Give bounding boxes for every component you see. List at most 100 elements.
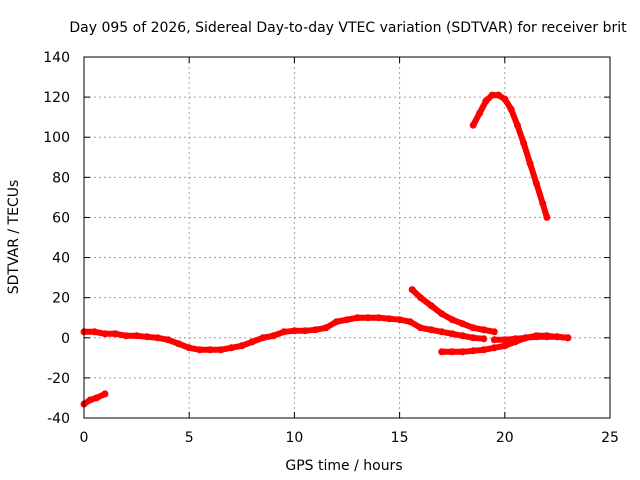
y-axis-label: SDTVAR / TECUs — [6, 180, 22, 295]
data-point — [91, 328, 98, 336]
data-point — [511, 335, 519, 343]
data-point — [408, 286, 416, 294]
data-point — [86, 396, 94, 404]
y-tick-label: 100 — [43, 130, 70, 146]
data-point — [438, 348, 446, 356]
data-point — [501, 336, 509, 344]
data-point — [543, 333, 551, 341]
data-point — [427, 326, 435, 334]
data-point — [543, 213, 551, 221]
data-point — [501, 95, 509, 103]
data-point — [343, 316, 351, 324]
data-point — [482, 97, 490, 105]
data-point — [476, 109, 484, 117]
data-point — [520, 139, 528, 147]
data-point — [143, 333, 151, 341]
x-tick-label: 5 — [185, 430, 194, 446]
data-point — [206, 346, 214, 354]
data-point — [333, 318, 340, 326]
data-point — [311, 326, 319, 334]
y-tick-label: 120 — [43, 90, 70, 106]
data-point — [480, 326, 488, 334]
data-point — [364, 314, 372, 322]
data-point — [93, 394, 101, 402]
data-point — [490, 328, 498, 336]
data-point — [196, 346, 204, 354]
data-point — [532, 179, 540, 187]
y-tick-label: 80 — [52, 170, 70, 186]
data-point — [248, 338, 256, 346]
data-point — [101, 330, 109, 338]
data-point — [469, 121, 477, 129]
data-point — [459, 320, 467, 328]
data-point — [513, 121, 521, 129]
y-tick-label: 20 — [52, 291, 70, 307]
data-point — [322, 324, 330, 332]
data-point — [101, 390, 109, 398]
data-point — [459, 332, 467, 340]
data-point — [438, 310, 446, 318]
x-tick-label: 20 — [496, 430, 514, 446]
data-point — [175, 340, 183, 348]
data-point — [133, 332, 141, 340]
y-tick-label: -40 — [47, 411, 70, 427]
data-point — [459, 348, 467, 356]
data-point — [427, 302, 435, 310]
data-point — [406, 318, 414, 326]
data-point — [375, 314, 383, 322]
data-point — [553, 333, 561, 341]
data-point — [480, 346, 488, 354]
data-point — [448, 316, 456, 324]
data-point — [490, 336, 498, 344]
data-point — [112, 330, 120, 338]
y-tick-label: 0 — [61, 331, 70, 347]
data-point — [154, 334, 162, 342]
x-tick-label: 25 — [601, 430, 619, 446]
data-point — [490, 344, 498, 352]
x-tick-label: 15 — [391, 430, 409, 446]
data-point — [269, 332, 277, 340]
data-point — [480, 335, 488, 343]
data-point — [448, 348, 456, 356]
data-point — [495, 91, 502, 99]
grid-layer — [84, 57, 610, 418]
data-point — [185, 344, 193, 352]
plot-frame — [83, 56, 611, 419]
chart-title: Day 095 of 2026, Sidereal Day-to-day VTE… — [69, 20, 627, 36]
data-point — [354, 314, 361, 322]
data-point — [469, 324, 477, 332]
data-point — [259, 334, 267, 342]
y-tick-label: 60 — [52, 210, 70, 226]
data-point — [501, 342, 509, 350]
data-point — [488, 91, 496, 99]
data-point — [227, 344, 235, 352]
data-point — [469, 347, 477, 355]
y-tick-label: 40 — [52, 251, 70, 267]
x-tick-label: 10 — [285, 430, 303, 446]
data-point — [507, 105, 515, 113]
tick-layer: 0 5 10 15 20 25 -40 -20 0 20 40 60 80 100 120 140 — [43, 50, 619, 446]
y-tick-label: -20 — [47, 371, 70, 387]
x-tick-label: 0 — [80, 430, 89, 446]
data-point — [301, 327, 309, 335]
x-axis-label: GPS time / hours — [285, 458, 402, 474]
data-point — [469, 334, 477, 342]
data-point — [122, 332, 130, 340]
data-point — [564, 334, 572, 342]
data-point — [438, 328, 446, 336]
data-point — [522, 334, 530, 342]
data-layer — [80, 91, 572, 408]
data-point — [385, 315, 393, 323]
data-point — [290, 327, 298, 335]
data-point — [164, 336, 172, 344]
data-point — [217, 346, 225, 354]
y-tick-label: 140 — [43, 50, 70, 66]
data-point — [238, 342, 246, 350]
data-point — [417, 294, 425, 302]
data-point — [532, 333, 540, 341]
data-point — [396, 316, 404, 324]
data-point — [539, 199, 547, 207]
data-point — [417, 324, 425, 332]
